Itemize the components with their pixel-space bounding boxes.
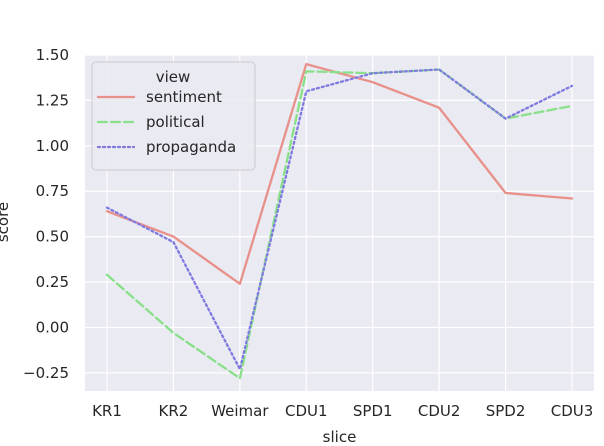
y-tick-label: 0.25 <box>36 273 69 291</box>
x-tick-labels: KR1 KR2 Weimar CDU1 SPD1 CDU2 SPD2 CDU3 <box>92 402 593 420</box>
y-tick-labels: −0.25 0.00 0.25 0.50 0.75 1.00 1.25 1.50 <box>23 46 69 382</box>
x-tick-label: KR2 <box>159 402 189 420</box>
x-tick-label: SPD1 <box>353 402 393 420</box>
y-tick-label: 0.00 <box>36 318 69 336</box>
legend: view sentiment political propaganda <box>91 61 256 171</box>
legend-label-sentiment: sentiment <box>146 88 222 106</box>
series-lines <box>105 62 574 380</box>
x-tick-label: CDU1 <box>285 402 328 420</box>
x-axis-title: slice <box>323 428 357 446</box>
legend-label-propaganda: propaganda <box>146 138 236 156</box>
y-tick-label: 0.75 <box>36 182 69 200</box>
y-tick-label: 1.00 <box>36 137 69 155</box>
x-tick-label: CDU3 <box>551 402 594 420</box>
legend-label-political: political <box>146 113 205 131</box>
y-axis-title: score <box>0 202 12 242</box>
x-tick-label: SPD2 <box>486 402 526 420</box>
x-tick-label: CDU2 <box>418 402 461 420</box>
x-tick-label: Weimar <box>211 402 269 420</box>
legend-title: view <box>156 68 191 86</box>
x-tick-label: KR1 <box>92 402 122 420</box>
y-tick-label: 0.50 <box>36 228 69 246</box>
y-tick-label: −0.25 <box>23 364 69 382</box>
series-line-political <box>105 68 574 380</box>
y-tick-label: 1.50 <box>36 46 69 64</box>
legend-box <box>91 61 256 171</box>
y-tick-label: 1.25 <box>36 91 69 109</box>
legend-entries: sentiment political propaganda <box>96 88 236 156</box>
